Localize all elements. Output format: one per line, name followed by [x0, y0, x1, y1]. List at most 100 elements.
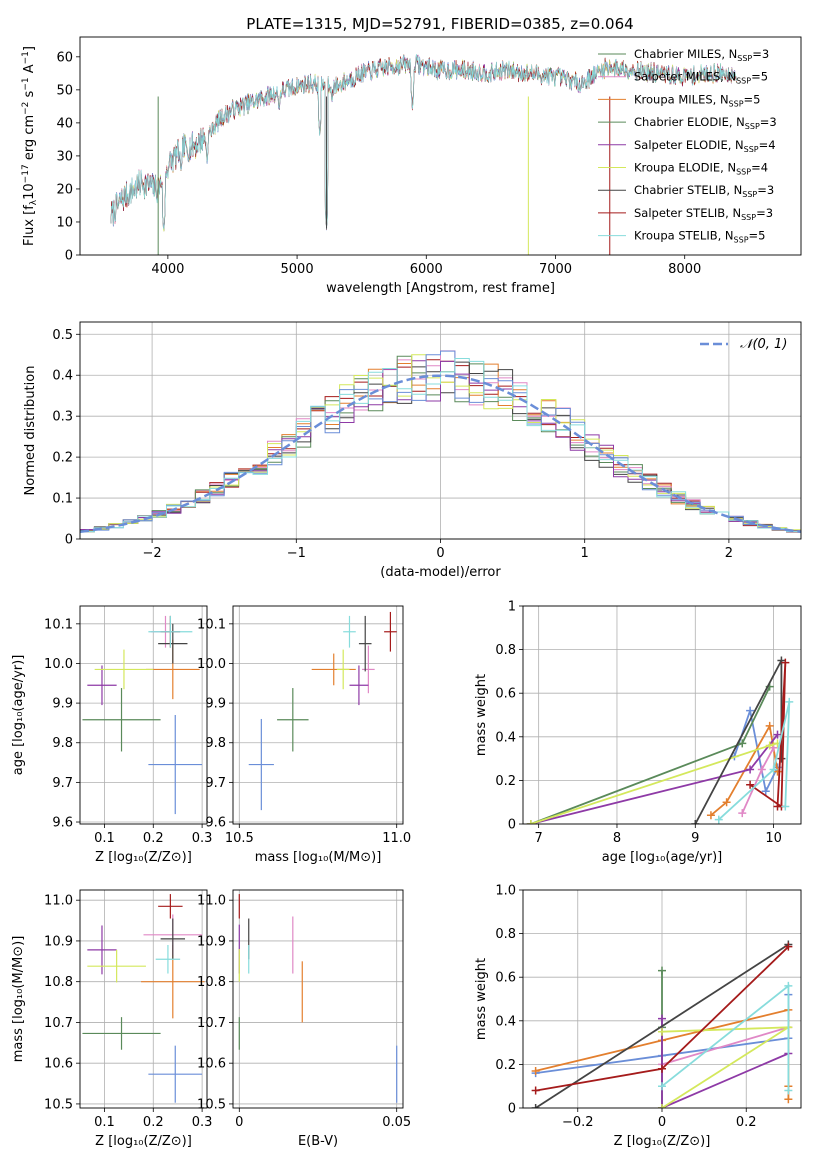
weight-marker: [722, 798, 731, 807]
y-tick-label: 0.2: [495, 774, 516, 789]
y-tick-label: 9.7: [52, 776, 73, 791]
legend-label-part: SSP: [729, 99, 744, 108]
y-tick-label: 0.2: [495, 1058, 516, 1073]
legend-label-part: =3: [757, 183, 774, 197]
weight-marker: [658, 1027, 666, 1036]
weight-marker: [738, 809, 747, 818]
y-tick-label: 10.6: [197, 1057, 226, 1072]
age-mass-plot: [248, 611, 397, 811]
weight-marker: [526, 820, 535, 824]
y-tick-label: 10.9: [197, 934, 226, 949]
mass-EBV-plot: [238, 894, 398, 1103]
axes-frame: [232, 605, 404, 825]
y-axis-label: Flux [fλ10−17 erg cm−2 s−1 A−1]: [21, 46, 39, 246]
legend-label-part: SSP: [736, 168, 751, 177]
y-axis-label: mass [log₁₀(M/M⊙)]: [11, 936, 26, 1063]
x-tick-label: 2: [725, 546, 733, 561]
legend-label-part: Chabrier MILES, N: [634, 47, 737, 61]
axes-frame: [79, 889, 208, 1109]
legend-label-part: Salpeter STELIB, N: [634, 206, 741, 220]
massweight-age-plot: [526, 656, 794, 824]
y-tick-label: 10.8: [197, 975, 226, 990]
x-tick-label: 4000: [151, 262, 184, 277]
x-tick-label: 10.5: [225, 831, 254, 846]
y-tick-label: 0.6: [495, 971, 516, 986]
weight-line: [661, 1018, 789, 1108]
x-axis-label: Z [log₁₀(Z/Z⊙)]: [95, 1134, 192, 1149]
x-axis-label: wavelength [Angstrom, rest frame]: [326, 281, 555, 296]
y-tick-label: 11.0: [197, 894, 226, 909]
y-tick-label: 0.2: [52, 451, 73, 466]
y-tick-label: 0.6: [495, 687, 516, 702]
y-tick-label: 60: [56, 50, 73, 65]
y-tick-label: 10.9: [44, 934, 73, 949]
y-tick-label: 10.5: [44, 1097, 73, 1112]
y-tick-label: 0.8: [495, 927, 516, 942]
y-tick-label: 0.5: [52, 328, 73, 343]
massweight-Z-plot: [531, 940, 793, 1108]
y-tick-label: 10.1: [197, 617, 226, 632]
axes-frame: [79, 605, 208, 825]
x-axis-label: age [log₁₀(age/yr)]: [602, 850, 723, 865]
y-tick-label: 0.8: [495, 643, 516, 658]
y-tick-label: 0: [508, 818, 516, 833]
weight-marker: [658, 1064, 666, 1073]
weight-marker: [765, 721, 774, 730]
y-tick-label: 1.0: [495, 884, 516, 899]
legend-label-part: =4: [751, 161, 768, 175]
y-tick-label: 9.8: [52, 736, 73, 751]
legend-label-part: Kroupa ELODIE, N: [634, 161, 736, 175]
x-tick-label: 7: [535, 831, 543, 846]
y-tick-label: 0.4: [495, 730, 516, 745]
y-axis-label-part: −2: [21, 102, 31, 115]
y-tick-label: 10.0: [197, 657, 226, 672]
weight-marker: [714, 815, 723, 824]
x-tick-label: 0.2: [736, 1115, 757, 1130]
weight-marker: [769, 765, 778, 774]
x-tick-label: 0.2: [143, 1115, 164, 1130]
x-axis-label: (data-model)/error: [380, 565, 501, 580]
legend-label-part: =3: [760, 115, 777, 129]
weight-marker: [761, 787, 770, 796]
weight-marker: [773, 730, 782, 739]
legend: 𝒩(0, 1): [700, 337, 787, 352]
legend-label-part: =5: [751, 70, 768, 84]
axes-frame: [79, 36, 802, 256]
mass-Z-axes: 0.1 0.2 0.3 10.5 10.6 10.7 10.8 10.9 11.0 mass [l…: [11, 889, 212, 1149]
mass-EBV-axes: 0 0.05 10.5 10.6 10.7 10.8 10.9 11.0 E(B-V): [197, 889, 411, 1149]
y-axis-label-part: 10: [22, 183, 37, 200]
x-tick-label: 0.2: [143, 831, 164, 846]
y-axis-label-part: Flux [f: [22, 205, 37, 246]
y-tick-label: 9.6: [205, 816, 226, 831]
weight-marker: [531, 1086, 540, 1095]
y-axis-label-part: s: [22, 90, 37, 101]
weight-marker: [781, 658, 790, 667]
legend-label: Salpeter STELIB, NSSP=3: [634, 206, 773, 222]
y-tick-label: 0: [65, 249, 73, 264]
x-tick-label: −1: [287, 546, 306, 561]
x-tick-label: 0.1: [94, 1115, 115, 1130]
y-tick-label: 0.1: [52, 492, 73, 507]
legend-label: Salpeter MILES, NSSP=5: [634, 70, 768, 86]
x-axis-label: mass [log₁₀(M/M⊙)]: [255, 850, 382, 865]
y-axis-label-part: λ: [29, 199, 39, 205]
legend-label: Salpeter ELODIE, NSSP=4: [634, 138, 776, 154]
y-tick-label: 10.8: [44, 975, 73, 990]
y-tick-label: 50: [56, 83, 73, 98]
y-axis-label-part: A: [22, 64, 37, 77]
x-tick-label: 6000: [410, 262, 443, 277]
legend-label-part: =3: [756, 206, 773, 220]
weight-marker: [784, 942, 793, 951]
weight-marker: [784, 981, 793, 990]
legend-label-part: Salpeter ELODIE, N: [634, 138, 744, 152]
age-Z-plot: [82, 615, 203, 815]
x-tick-label: 0.1: [94, 831, 115, 846]
legend-label-part: Chabrier STELIB, N: [634, 183, 742, 197]
y-axis-label: mass weight: [474, 674, 489, 756]
spectrum-line: [110, 54, 737, 230]
x-axis-label: Z [log₁₀(Z/Z⊙)]: [95, 850, 192, 865]
legend-label: 𝒩(0, 1): [740, 337, 787, 352]
x-tick-label: 8000: [668, 262, 701, 277]
spectrum-plot: [110, 54, 737, 255]
y-tick-label: 10.6: [44, 1057, 73, 1072]
